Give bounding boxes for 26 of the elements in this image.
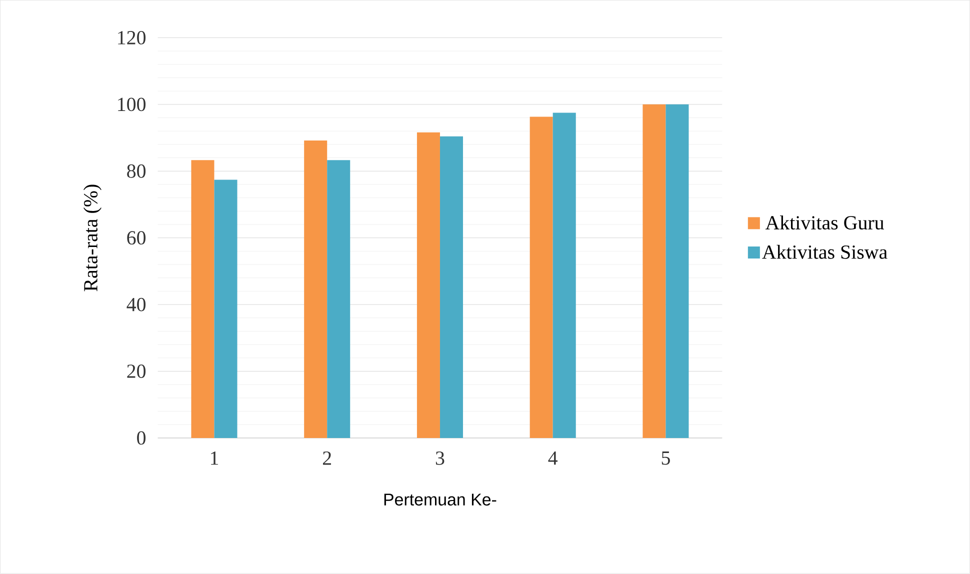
bar <box>304 140 328 438</box>
bar <box>552 112 576 438</box>
y-tick-label: 0 <box>137 431 146 445</box>
x-axis-title: Pertemuan Ke- <box>384 494 496 506</box>
bar <box>327 160 350 438</box>
bar <box>530 116 553 438</box>
x-tick-label: 5 <box>662 452 670 465</box>
bar <box>191 160 214 438</box>
y-tick-label: 120 <box>118 31 146 45</box>
bar <box>642 104 666 438</box>
x-tick-label: 4 <box>548 452 558 465</box>
y-tick-label: 100 <box>118 98 146 112</box>
y-tick-label: 80 <box>127 164 146 178</box>
y-tick-label: 40 <box>126 298 146 312</box>
y-tick-label: 60 <box>127 231 146 245</box>
bar <box>666 104 689 438</box>
x-tick-label: 1 <box>211 452 218 465</box>
bar <box>214 180 238 438</box>
y-tick-label: 20 <box>127 364 146 378</box>
x-tick-label: 3 <box>436 452 444 466</box>
bar <box>416 132 440 438</box>
legend-label: Aktivitas Siswa <box>762 244 888 259</box>
bar <box>440 136 463 438</box>
y-axis-title: Rata-rata (%) <box>83 184 102 292</box>
x-tick-label: 2 <box>323 452 331 465</box>
legend-label: Aktivitas Guru <box>765 216 884 230</box>
